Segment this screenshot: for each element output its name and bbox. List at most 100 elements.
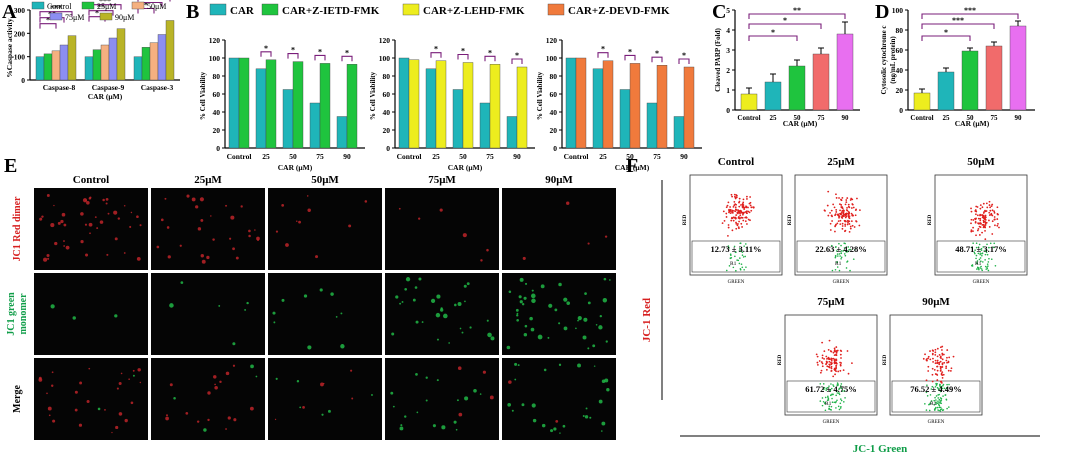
- event-point: [830, 209, 833, 212]
- event-point: [825, 362, 828, 365]
- event-point: [979, 204, 982, 207]
- fluorescence-spot: [473, 388, 477, 393]
- event-point: [836, 399, 838, 402]
- panel-b-category: 50: [459, 152, 467, 161]
- fluorescence-spot: [404, 287, 407, 291]
- gate-region: [786, 380, 876, 413]
- event-point: [845, 220, 847, 223]
- panel-b2-tick-label: 100: [379, 54, 391, 63]
- event-point: [835, 358, 838, 361]
- fluorescence-spot: [577, 363, 581, 368]
- panel-b1-tick-label: 60: [213, 90, 221, 99]
- event-point: [749, 204, 752, 207]
- event-point: [828, 364, 831, 366]
- fluorescence-spot: [214, 386, 218, 390]
- event-point: [940, 400, 942, 402]
- event-point: [849, 225, 852, 228]
- event-point: [975, 257, 977, 260]
- fluorescence-spot: [457, 302, 462, 306]
- panel-b-sig-label: *: [264, 44, 268, 53]
- fluorescence-spot: [435, 312, 441, 318]
- event-point: [749, 201, 752, 204]
- fluorescence-spot: [601, 379, 606, 384]
- fluorescence-spot: [46, 392, 48, 395]
- bar: [165, 20, 175, 81]
- fluorescence-spot: [250, 364, 254, 369]
- event-point: [841, 209, 844, 212]
- event-point: [845, 251, 848, 253]
- fluorescence-spot: [129, 225, 132, 228]
- panel-b-category: 50: [626, 152, 634, 161]
- event-point: [975, 205, 978, 208]
- event-point: [726, 204, 729, 207]
- panel-a-category: Caspase-8: [43, 83, 76, 92]
- panel-d-xlabel: CAR (μM): [955, 119, 990, 128]
- fluorescence-spot: [160, 218, 164, 222]
- fluorescence-spot: [584, 415, 589, 419]
- fluorescence-spot: [457, 366, 462, 370]
- event-point: [993, 211, 996, 214]
- micrograph-tile: [268, 273, 382, 355]
- panel-a-tick-label: 300: [14, 6, 26, 15]
- event-point: [727, 201, 730, 204]
- panel-b2-tick-label: 80: [383, 72, 391, 81]
- fluorescence-spot: [522, 256, 526, 260]
- panel-b-ylabel: % Cell Viability: [199, 71, 207, 120]
- event-point: [984, 221, 987, 224]
- fluorescence-spot: [350, 369, 353, 372]
- event-point: [836, 261, 838, 264]
- event-point: [739, 268, 742, 271]
- event-point: [996, 224, 999, 227]
- event-point: [846, 223, 849, 226]
- fluorescence-spot: [136, 215, 139, 219]
- event-point: [974, 249, 976, 251]
- panel-c-tick-label: 2: [726, 66, 730, 75]
- event-point: [734, 206, 737, 209]
- fluorescence-spot: [46, 194, 50, 197]
- panel-b2-tick-label: 0: [386, 144, 390, 153]
- event-point: [834, 246, 837, 248]
- legend-entry: CAR: [230, 5, 255, 17]
- fluorescence-spot: [415, 320, 419, 324]
- flow-plot-frame: [689, 174, 783, 276]
- panel-d-sig-bracket: [921, 23, 995, 29]
- event-point: [839, 255, 841, 257]
- fluorescence-spot: [240, 205, 243, 208]
- event-point: [750, 206, 753, 209]
- event-point: [846, 220, 849, 222]
- fluorescence-spot: [585, 407, 588, 410]
- event-point: [944, 394, 947, 396]
- panel-c-tick-label: 0: [726, 106, 730, 115]
- micrograph-tile: [151, 273, 265, 355]
- fluorescence-spot: [391, 332, 395, 336]
- bar: [346, 64, 358, 149]
- fluorescence-spot: [218, 304, 221, 307]
- fluorescence-spot: [550, 429, 554, 433]
- legend-entry: Control: [47, 2, 72, 11]
- event-point: [838, 216, 840, 219]
- event-point: [934, 359, 937, 362]
- event-point: [735, 214, 738, 216]
- event-point: [925, 409, 928, 411]
- event-point: [823, 350, 826, 353]
- panel-b-category: Control: [397, 152, 422, 161]
- event-point: [840, 199, 843, 202]
- fluorescence-spot: [104, 408, 106, 411]
- panel-b-sig-bracket: [597, 52, 609, 58]
- event-point: [979, 214, 982, 217]
- bar: [157, 34, 167, 81]
- fluorescence-spot: [197, 227, 202, 231]
- event-point: [834, 268, 837, 271]
- event-point: [740, 216, 742, 219]
- micrograph-column-label: 90μM: [545, 174, 573, 186]
- event-point: [981, 252, 983, 255]
- event-point: [732, 210, 735, 212]
- event-point: [991, 203, 994, 206]
- event-point: [984, 265, 987, 268]
- panel-a-sig-bracket: [39, 23, 57, 29]
- event-point: [735, 194, 738, 197]
- panel-b-category: 75: [316, 152, 324, 161]
- event-point: [985, 202, 988, 205]
- fluorescence-spot: [88, 367, 91, 370]
- event-point: [746, 223, 748, 225]
